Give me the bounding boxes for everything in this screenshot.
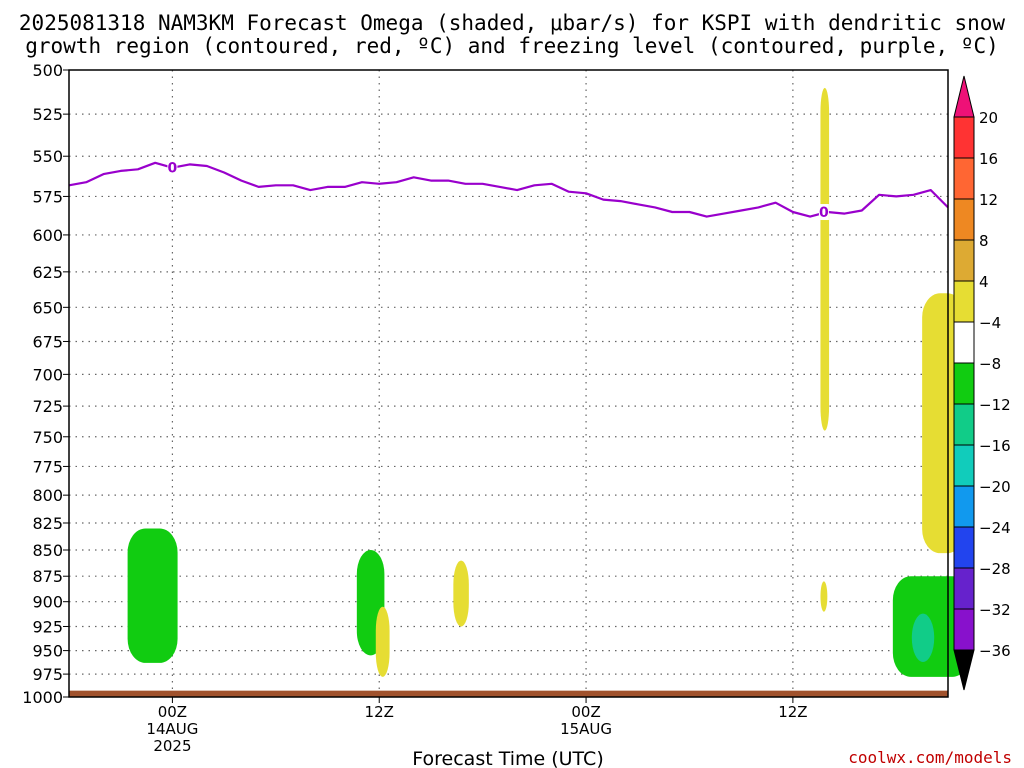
colorbar-segment	[953, 362, 975, 405]
colorbar-label: −16	[979, 437, 1011, 455]
colorbar-top-arrow	[953, 75, 975, 118]
y-tick-label: 550	[32, 147, 63, 166]
y-tick-label: 600	[32, 226, 63, 245]
colorbar-segment	[953, 444, 975, 487]
y-tick-label: 900	[32, 593, 63, 612]
y-tick-label: 675	[32, 332, 63, 351]
colorbar-label: 12	[979, 191, 998, 209]
y-tick-label: 525	[32, 105, 63, 124]
freezing-level: 00	[68, 159, 949, 221]
colorbar-segment	[953, 567, 975, 610]
terrain	[69, 690, 948, 697]
colorbar-label: −8	[979, 355, 1001, 373]
y-tick-label: 825	[32, 514, 63, 533]
x-tick-label: 2025	[153, 737, 191, 755]
x-tick-label: 15AUG	[560, 720, 612, 738]
freezing-level-label: 0	[819, 205, 829, 221]
colorbar-label: −36	[979, 642, 1011, 660]
colorbar-segment	[953, 321, 975, 364]
y-tick-label: 1000	[22, 688, 63, 707]
colorbar-label: 4	[979, 273, 989, 291]
y-tick-label: 775	[32, 457, 63, 476]
colorbar-bottom-arrow	[953, 649, 975, 691]
colorbar-label: −4	[979, 314, 1001, 332]
x-tick-label: 14AUG	[146, 720, 198, 738]
omega-region	[127, 528, 178, 663]
y-tick-label: 575	[32, 187, 63, 206]
colorbar-segment	[953, 116, 975, 159]
freezing-level-label: 0	[168, 161, 178, 177]
freezing-label-bg	[167, 159, 178, 176]
colorbar: 20 16 12 8 4 −4 −8 −12 −16 −20 −24 −28 −32 −36	[953, 75, 1011, 691]
title-line-1: 2025081318 NAM3KM Forecast Omega (shaded…	[19, 11, 1006, 35]
colorbar-label: 8	[979, 232, 989, 250]
colorbar-label: −12	[979, 396, 1011, 414]
colorbar-segment	[953, 403, 975, 446]
y-tick-label: 950	[32, 642, 63, 661]
y-tick-label: 925	[32, 617, 63, 636]
freezing-level-line	[68, 161, 949, 218]
colorbar-label: 20	[979, 109, 998, 127]
y-tick-label: 800	[32, 486, 63, 505]
omega-region	[820, 581, 828, 612]
y-tick-label: 975	[32, 665, 63, 684]
y-tick-label: 500	[32, 61, 63, 80]
colorbar-segment	[953, 157, 975, 200]
title-line-2: growth region (contoured, red, ºC) and f…	[25, 34, 999, 58]
colorbar-segment	[953, 198, 975, 241]
colorbar-segment	[953, 608, 975, 651]
colorbar-label: −20	[979, 478, 1011, 496]
x-tick-label: 12Z	[778, 703, 807, 721]
credit-text: coolwx.com/models	[848, 748, 1012, 767]
terrain-band	[69, 690, 948, 697]
colorbar-label: −24	[979, 519, 1011, 537]
x-tick-label: 12Z	[365, 703, 394, 721]
y-tick-label: 650	[32, 298, 63, 317]
y-tick-label: 625	[32, 263, 63, 282]
x-tick-label: 00Z	[571, 703, 600, 721]
y-tick-label: 700	[32, 365, 63, 384]
omega-region	[911, 613, 935, 662]
freezing-label-bg	[818, 204, 829, 221]
omega-region	[453, 560, 469, 627]
y-tick-label: 725	[32, 397, 63, 416]
y-tick-label: 850	[32, 541, 63, 560]
colorbar-label: −28	[979, 560, 1011, 578]
omega-region	[375, 606, 390, 677]
plot-area: 00 5005255505756006256506757007257507758…	[22, 61, 971, 755]
x-tick-label: 00Z	[158, 703, 187, 721]
colorbar-segment	[953, 485, 975, 528]
colorbar-segment	[953, 280, 975, 323]
y-tick-label: 875	[32, 567, 63, 586]
y-tick-label: 750	[32, 428, 63, 447]
colorbar-label: 16	[979, 150, 998, 168]
omega-region	[820, 87, 830, 431]
y-axis-ticks: 500 525 550 575 600 625 650 675 700 725 750 775 800 8…	[22, 61, 69, 707]
plot-background	[69, 70, 948, 697]
colorbar-label: −32	[979, 601, 1011, 619]
plot-frame	[68, 69, 949, 698]
colorbar-segment	[953, 239, 975, 282]
colorbar-segment	[953, 526, 975, 569]
x-axis-label: Forecast Time (UTC)	[412, 748, 603, 768]
